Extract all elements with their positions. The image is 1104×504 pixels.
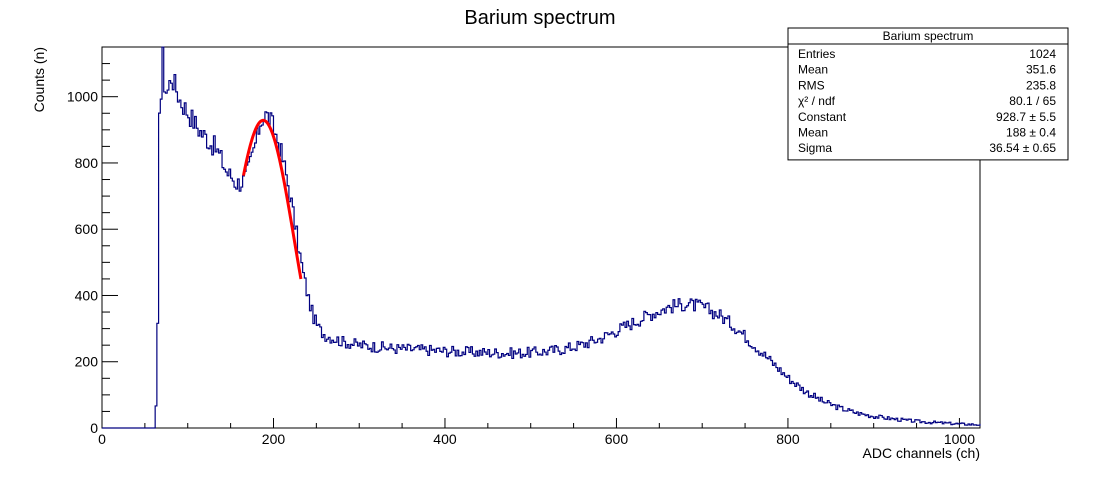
- stats-box-title: Barium spectrum: [883, 29, 974, 43]
- x-axis: 0 200 400 600 800 1000: [98, 418, 975, 447]
- stats-row-value: 351.6: [1026, 63, 1056, 77]
- x-axis-label: ADC channels (ch): [863, 445, 981, 461]
- y-tick-label: 200: [75, 354, 99, 370]
- chart-title: Barium spectrum: [464, 7, 615, 29]
- stats-row-label: Sigma: [798, 141, 832, 155]
- stats-row-value: 928.7 ± 5.5: [996, 110, 1056, 124]
- y-axis-label: Counts (n): [31, 47, 47, 112]
- stats-box-frame: [787, 27, 1069, 161]
- y-tick-label: 400: [75, 287, 99, 303]
- stats-row-value: 36.54 ± 0.65: [989, 141, 1056, 155]
- stats-row-value: 80.1 / 65: [1009, 94, 1056, 108]
- stats-row-label: Mean: [798, 126, 828, 140]
- y-tick-label: 0: [90, 420, 98, 436]
- stats-row-value: 188 ± 0.4: [1006, 126, 1056, 140]
- x-tick-label: 400: [433, 431, 457, 447]
- stats-row-label: RMS: [798, 78, 825, 92]
- y-tick-label: 800: [75, 155, 99, 171]
- plot-frame: [101, 46, 981, 429]
- y-tick-label: 600: [75, 221, 99, 237]
- stats-row-label: χ² / ndf: [798, 94, 836, 108]
- x-tick-label: 200: [262, 431, 286, 447]
- x-tick-label: 600: [605, 431, 629, 447]
- x-tick-label: 1000: [944, 431, 975, 447]
- y-tick-label: 1000: [67, 89, 98, 105]
- stats-row-label: Entries: [798, 47, 835, 61]
- stats-row-value: 235.8: [1026, 78, 1056, 92]
- stats-row-label: Constant: [798, 110, 847, 124]
- stats-row-value: 1024: [1029, 47, 1056, 61]
- stats-box: Barium spectrum Entries 1024 Mean 351.6 RMS 23…: [787, 27, 1069, 161]
- y-axis: 0 200 400 600 800 1000: [67, 63, 118, 436]
- histogram-series: [102, 46, 981, 429]
- stats-row-label: Mean: [798, 63, 828, 77]
- x-tick-label: 0: [98, 431, 106, 447]
- x-tick-label: 800: [776, 431, 800, 447]
- gaussian-fit-curve: [242, 118, 303, 280]
